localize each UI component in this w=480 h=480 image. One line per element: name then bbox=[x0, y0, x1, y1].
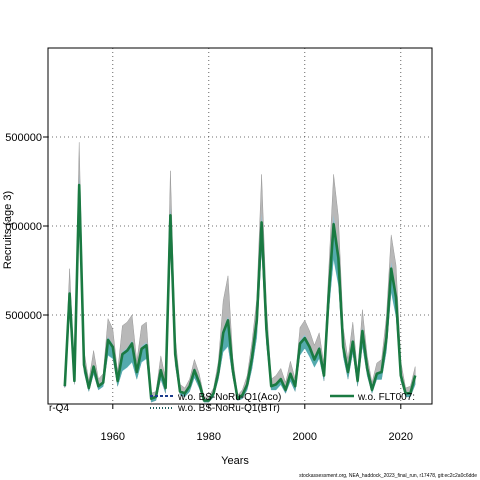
x-axis-label: Years bbox=[221, 455, 249, 467]
series-lines bbox=[63, 183, 417, 402]
x-tick-label-1960: 1960 bbox=[101, 431, 125, 443]
y-tick-label-500000: 500000 bbox=[5, 310, 42, 322]
legend-clipped-text: r-Q4 bbox=[49, 403, 69, 414]
legend-label-2: w.o. BS-NoRu-Q1(BTr) bbox=[177, 403, 280, 414]
series-line-main bbox=[63, 183, 417, 402]
legend: r-Q4 w.o. BS-NoRu-Q1(Aco) w.o. BS-NoRu-Q… bbox=[49, 392, 415, 414]
footer-text: stockassessment.org, NEA_haddock_2023_fi… bbox=[299, 473, 477, 479]
x-tick-label-1980: 1980 bbox=[197, 431, 221, 443]
legend-label-3: w.o. FLT007: bbox=[357, 392, 415, 403]
x-tick-label-2000: 2000 bbox=[293, 431, 317, 443]
y-tick-label-1000000: 000000 bbox=[5, 221, 42, 233]
legend-label-1: w.o. BS-NoRu-Q1(Aco) bbox=[177, 392, 281, 403]
confidence-bands bbox=[64, 142, 416, 403]
y-axis-label: Recruits (age 3) bbox=[2, 191, 14, 269]
x-tick-label-2020: 2020 bbox=[389, 431, 413, 443]
y-tick-label-1500000: 500000 bbox=[5, 132, 42, 144]
x-axis-ticks: 1960 1980 2000 2020 bbox=[101, 404, 413, 443]
y-axis-ticks: 500000 000000 500000 bbox=[5, 132, 48, 322]
base-confidence-band bbox=[64, 142, 416, 403]
